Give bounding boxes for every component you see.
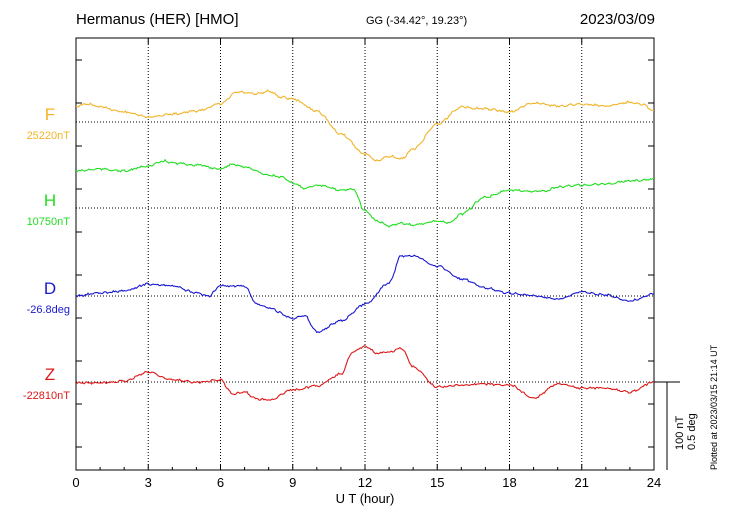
series-name-f: F <box>45 105 55 124</box>
baseline-grid <box>76 121 654 383</box>
x-tick-label: 15 <box>430 475 444 490</box>
series-line-h <box>75 158 655 228</box>
x-tick-label: 6 <box>217 475 224 490</box>
x-tick-label: 3 <box>145 475 152 490</box>
series-name-d: D <box>44 279 56 298</box>
x-tick-label: 21 <box>575 475 589 490</box>
x-tick-label: 24 <box>647 475 661 490</box>
series-line-d <box>75 254 655 334</box>
x-tick-label: 0 <box>72 475 79 490</box>
series-lines <box>75 89 655 401</box>
scale-nt: 100 nT <box>674 415 686 450</box>
station-title: Hermanus (HER) [HMO] <box>76 11 239 28</box>
x-tick-label: 18 <box>502 475 516 490</box>
x-axis-ticks: 0 3 6 9 12 15 18 21 24 <box>72 38 661 490</box>
plotted-timestamp: Plotted at 2023/03/15 21:14 UT <box>709 344 719 470</box>
series-baseline-h: 10750nT <box>27 216 71 228</box>
series-line-f <box>75 89 655 162</box>
x-axis-label: U T (hour) <box>336 491 395 506</box>
series-labels: F 25220nT H 10750nT D -26.8deg Z -22810nT <box>23 105 70 402</box>
x-tick-label: 9 <box>289 475 296 490</box>
series-line-z <box>75 345 655 401</box>
series-baseline-d: -26.8deg <box>27 304 70 316</box>
scale-deg: 0.5 deg <box>686 413 698 450</box>
series-baseline-z: -22810nT <box>23 390 70 402</box>
grid <box>147 38 583 470</box>
x-tick-label: 12 <box>358 475 372 490</box>
series-name-z: Z <box>45 365 55 384</box>
series-baseline-f: 25220nT <box>27 130 71 142</box>
series-name-h: H <box>44 191 56 210</box>
chart-date: 2023/03/09 <box>580 11 655 28</box>
station-coords: GG (-34.42°, 19.23°) <box>366 15 467 27</box>
